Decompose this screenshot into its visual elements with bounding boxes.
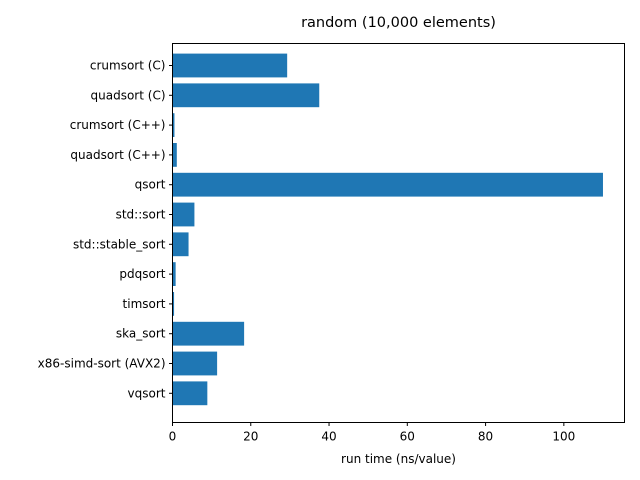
bar [172,83,320,108]
bar [172,202,195,227]
x-tick-label: 0 [169,430,177,444]
y-tick-label: qsort [135,178,166,192]
x-axis-title: run time (ns/value) [341,452,456,466]
x-tick-label: 100 [552,430,575,444]
y-tick-label: crumsort (C++) [70,118,166,132]
y-tick-label: quadsort (C) [91,88,166,102]
y-tick-label: std::sort [116,208,166,222]
x-tick-label: 80 [478,430,493,444]
y-tick-label: timsort [123,297,166,311]
chart-title: random (10,000 elements) [301,15,496,31]
x-tick-label: 20 [243,430,258,444]
bar [172,232,189,257]
bar [172,381,208,406]
x-tick-label: 60 [400,430,415,444]
bar [172,292,175,316]
y-tick-label: crumsort (C) [90,59,166,73]
x-ticks-group: 0 20 40 60 80 100 [169,422,575,444]
bar [172,143,177,167]
bar [172,172,603,197]
bar [172,262,176,286]
bar [172,351,218,376]
y-tick-label: vqsort [128,386,166,400]
bar [172,113,175,137]
y-tick-label: x86-simd-sort (AVX2) [38,357,166,371]
y-tick-label: quadsort (C++) [70,148,165,162]
y-tick-label: ska_sort [116,327,166,341]
y-tick-label: std::stable_sort [73,237,166,251]
bars-group [172,53,603,406]
y-ticks-group: crumsort (C) quadsort (C) crumsort (C++) qu… [38,59,173,400]
bar [172,321,245,346]
x-tick-label: 40 [321,430,336,444]
bar [172,53,288,78]
plot-frame [172,43,625,423]
y-tick-label: pdqsort [119,267,165,281]
